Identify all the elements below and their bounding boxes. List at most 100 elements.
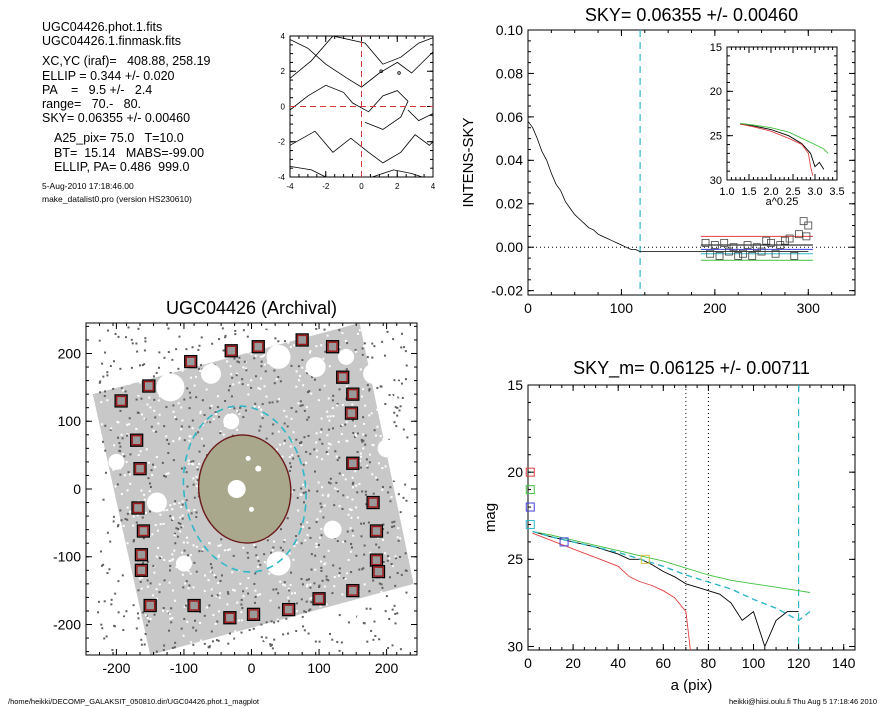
image-noise-dot [127, 326, 130, 329]
image-noise-dot [110, 427, 113, 430]
image-noise-dot [217, 581, 220, 584]
image-noise-dot [346, 496, 349, 499]
image-noise-dot [240, 331, 243, 334]
image-noise-dot [146, 560, 149, 563]
image-noise-dot [216, 639, 219, 642]
image-sky-box-inner [371, 554, 382, 566]
image-noise-dot [105, 635, 108, 638]
image-noise-dot [306, 585, 309, 588]
image-noise-dot [311, 625, 314, 628]
image-noise-dot [290, 364, 293, 367]
image-sky-box-outer [366, 495, 380, 510]
image-noise-dot [265, 636, 268, 639]
image-noise-dot [122, 544, 125, 547]
image-noise-dot [319, 431, 322, 434]
image-noise-dot [400, 430, 403, 433]
sky-ytick-label: 0.02 [496, 196, 523, 212]
image-noise-dot [190, 376, 193, 379]
image-noise-dot [371, 342, 374, 345]
image-noise-dot [301, 358, 304, 361]
image-noise-dot [321, 458, 324, 461]
sky-square-point [738, 249, 747, 258]
image-noise-dot [327, 397, 330, 400]
image-noise-dot [103, 359, 106, 362]
image-noise-dot [97, 639, 100, 642]
image-noise-dot [275, 378, 278, 381]
image-noise-dot [321, 486, 324, 489]
image-noise-dot [369, 453, 372, 456]
image-noise-dot [336, 640, 339, 643]
image-noise-dot [192, 586, 195, 589]
image-noise-dot [112, 468, 115, 471]
image-noise-dot [101, 627, 104, 630]
image-noise-dot [391, 437, 394, 440]
image-noise-dot [358, 329, 361, 332]
info-range: range= 70.- 80. [42, 97, 142, 112]
image-sky-box-inner [138, 525, 149, 537]
image-noise-dot [313, 448, 316, 451]
image-noise-dot [167, 629, 170, 632]
image-noise-dot [342, 494, 345, 497]
image-noise-dot [136, 363, 139, 366]
image-noise-dot [299, 404, 302, 407]
image-noise-dot [257, 387, 260, 390]
image-noise-dot [247, 384, 250, 387]
image-noise-dot [238, 381, 241, 384]
image-noise-dot [395, 335, 398, 338]
image-noise-dot [381, 379, 384, 382]
image-noise-dot [306, 534, 309, 537]
image-noise-dot [163, 474, 166, 477]
image-noise-dot [338, 329, 341, 332]
image-noise-dot [135, 627, 138, 630]
image-noise-dot [176, 535, 179, 538]
image-noise-dot [387, 337, 390, 340]
image-noise-dot [190, 460, 193, 463]
image-noise-dot [379, 435, 382, 438]
image-noise-dot [167, 327, 170, 330]
image-noise-dot [271, 549, 274, 552]
image-noise-dot [369, 551, 372, 554]
image-noise-dot [132, 607, 135, 610]
mag-series-line [532, 530, 810, 593]
image-noise-dot [181, 419, 184, 422]
image-noise-dot [216, 620, 219, 623]
image-noise-dot [283, 539, 286, 542]
image-noise-dot [269, 644, 272, 647]
image-noise-dot [350, 516, 353, 519]
image-noise-dot [152, 463, 155, 466]
image-noise-dot [287, 587, 290, 590]
image-noise-dot [260, 413, 263, 416]
image-noise-dot [169, 564, 172, 567]
image-noise-dot [320, 569, 323, 572]
sky-ytick-label: 0.08 [496, 65, 523, 81]
image-noise-dot [188, 556, 191, 559]
image-noise-dot [116, 576, 119, 579]
image-noise-dot [189, 435, 192, 438]
image-noise-dot [155, 359, 158, 362]
image-noise-dot [101, 362, 104, 365]
image-noise-dot [201, 332, 204, 335]
image-noise-dot [261, 403, 264, 406]
image-noise-dot [167, 451, 170, 454]
image-noise-dot [149, 485, 152, 488]
image-noise-dot [108, 568, 111, 571]
mag-xtick-label: 20 [565, 655, 581, 671]
image-noise-dot [193, 384, 196, 387]
image-noise-dot [346, 572, 349, 575]
image-noise-dot [149, 582, 152, 585]
image-noise-dot [210, 566, 213, 569]
image-noise-dot [364, 443, 367, 446]
image-noise-dot [318, 584, 321, 587]
image-noise-dot [262, 640, 265, 643]
image-sky-box-outer [136, 524, 151, 538]
image-noise-dot [158, 583, 161, 586]
image-noise-dot [153, 398, 156, 401]
image-noise-dot [192, 463, 195, 466]
info-ellip: ELLIP = 0.344 +/- 0.020 [42, 68, 175, 83]
image-noise-dot [321, 579, 324, 582]
image-noise-dot [368, 590, 371, 593]
image-noise-dot [141, 331, 144, 334]
image-noise-dot [362, 439, 365, 442]
image-noise-dot [337, 440, 340, 443]
image-noise-dot [193, 561, 196, 564]
